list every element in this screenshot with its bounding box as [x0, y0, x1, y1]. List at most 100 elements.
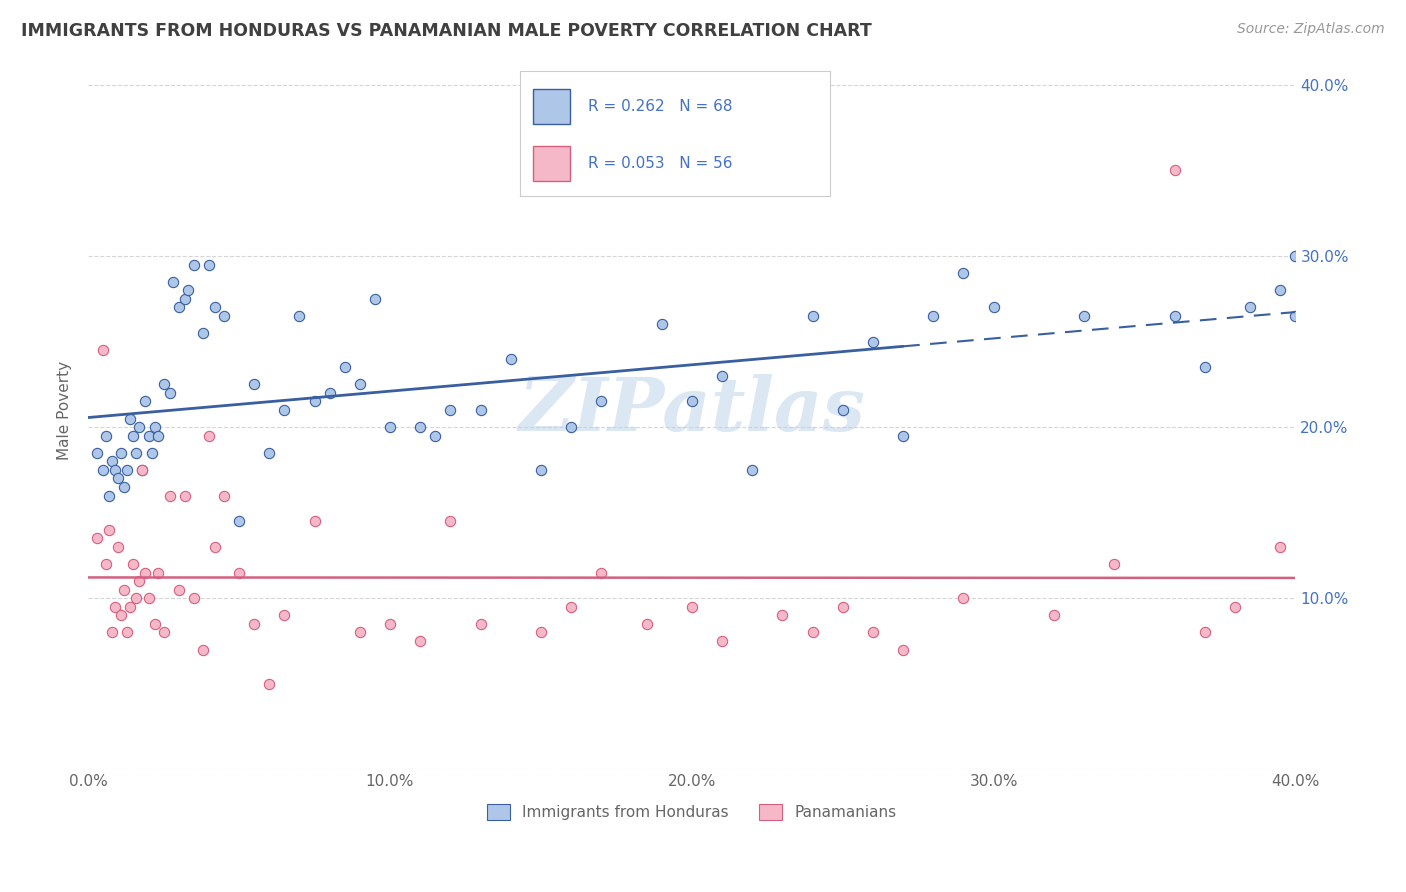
Point	[96, 557, 118, 571]
Point	[831, 599, 853, 614]
Point	[952, 591, 974, 606]
Point	[204, 301, 226, 315]
Point	[134, 394, 156, 409]
Point	[560, 599, 582, 614]
Point	[152, 625, 174, 640]
Point	[801, 625, 824, 640]
Point	[104, 599, 127, 614]
Point	[120, 599, 142, 614]
Point	[96, 428, 118, 442]
Point	[862, 625, 884, 640]
Point	[741, 463, 763, 477]
Point	[198, 258, 221, 272]
Point	[681, 394, 703, 409]
Point	[98, 489, 121, 503]
Text: R = 0.053   N = 56: R = 0.053 N = 56	[588, 156, 733, 171]
Point	[831, 403, 853, 417]
Point	[983, 301, 1005, 315]
Point	[198, 428, 221, 442]
Point	[191, 326, 214, 340]
Point	[117, 463, 139, 477]
Point	[128, 574, 150, 588]
Point	[409, 420, 432, 434]
Point	[1073, 309, 1095, 323]
Point	[636, 616, 658, 631]
Point	[110, 608, 132, 623]
Point	[364, 292, 387, 306]
Point	[173, 292, 195, 306]
Point	[1270, 283, 1292, 297]
Point	[98, 523, 121, 537]
Point	[862, 334, 884, 349]
Point	[1104, 557, 1126, 571]
Point	[1239, 301, 1261, 315]
Point	[162, 275, 184, 289]
Point	[131, 463, 153, 477]
Point	[143, 420, 166, 434]
Point	[409, 634, 432, 648]
Point	[177, 283, 200, 297]
Point	[681, 599, 703, 614]
Point	[1270, 540, 1292, 554]
Point	[204, 540, 226, 554]
Point	[141, 446, 163, 460]
Point	[530, 625, 553, 640]
Point	[120, 411, 142, 425]
Point	[318, 385, 340, 400]
Point	[159, 385, 181, 400]
Bar	[533, 146, 569, 181]
Point	[110, 446, 132, 460]
Point	[167, 582, 190, 597]
Point	[304, 394, 326, 409]
Point	[378, 616, 401, 631]
Text: Source: ZipAtlas.com: Source: ZipAtlas.com	[1237, 22, 1385, 37]
Point	[183, 258, 205, 272]
Point	[333, 360, 356, 375]
Point	[122, 428, 145, 442]
Point	[651, 318, 673, 332]
Point	[591, 394, 613, 409]
Point	[711, 368, 734, 383]
Point	[128, 420, 150, 434]
Point	[922, 309, 945, 323]
Point	[770, 608, 793, 623]
Point	[243, 377, 266, 392]
Point	[1164, 163, 1187, 178]
Point	[159, 489, 181, 503]
Point	[112, 582, 135, 597]
Point	[112, 480, 135, 494]
Point	[470, 403, 492, 417]
Point	[273, 608, 295, 623]
Point	[1284, 249, 1306, 263]
Text: ZIPatlas: ZIPatlas	[519, 374, 865, 446]
Point	[304, 514, 326, 528]
Point	[91, 343, 114, 357]
Point	[104, 463, 127, 477]
Point	[146, 428, 169, 442]
Point	[212, 489, 235, 503]
Point	[125, 591, 148, 606]
Point	[257, 446, 280, 460]
Point	[439, 403, 461, 417]
Point	[101, 625, 124, 640]
Point	[591, 566, 613, 580]
Point	[101, 454, 124, 468]
Point	[122, 557, 145, 571]
Point	[273, 403, 295, 417]
Point	[1043, 608, 1066, 623]
Point	[257, 677, 280, 691]
Point	[711, 634, 734, 648]
Point	[138, 591, 160, 606]
Point	[349, 377, 371, 392]
Point	[134, 566, 156, 580]
Point	[212, 309, 235, 323]
Point	[138, 428, 160, 442]
Point	[1164, 309, 1187, 323]
Bar	[533, 89, 569, 124]
Point	[349, 625, 371, 640]
Point	[146, 566, 169, 580]
Point	[530, 463, 553, 477]
Text: R = 0.262   N = 68: R = 0.262 N = 68	[588, 99, 733, 114]
Point	[91, 463, 114, 477]
Point	[499, 351, 522, 366]
